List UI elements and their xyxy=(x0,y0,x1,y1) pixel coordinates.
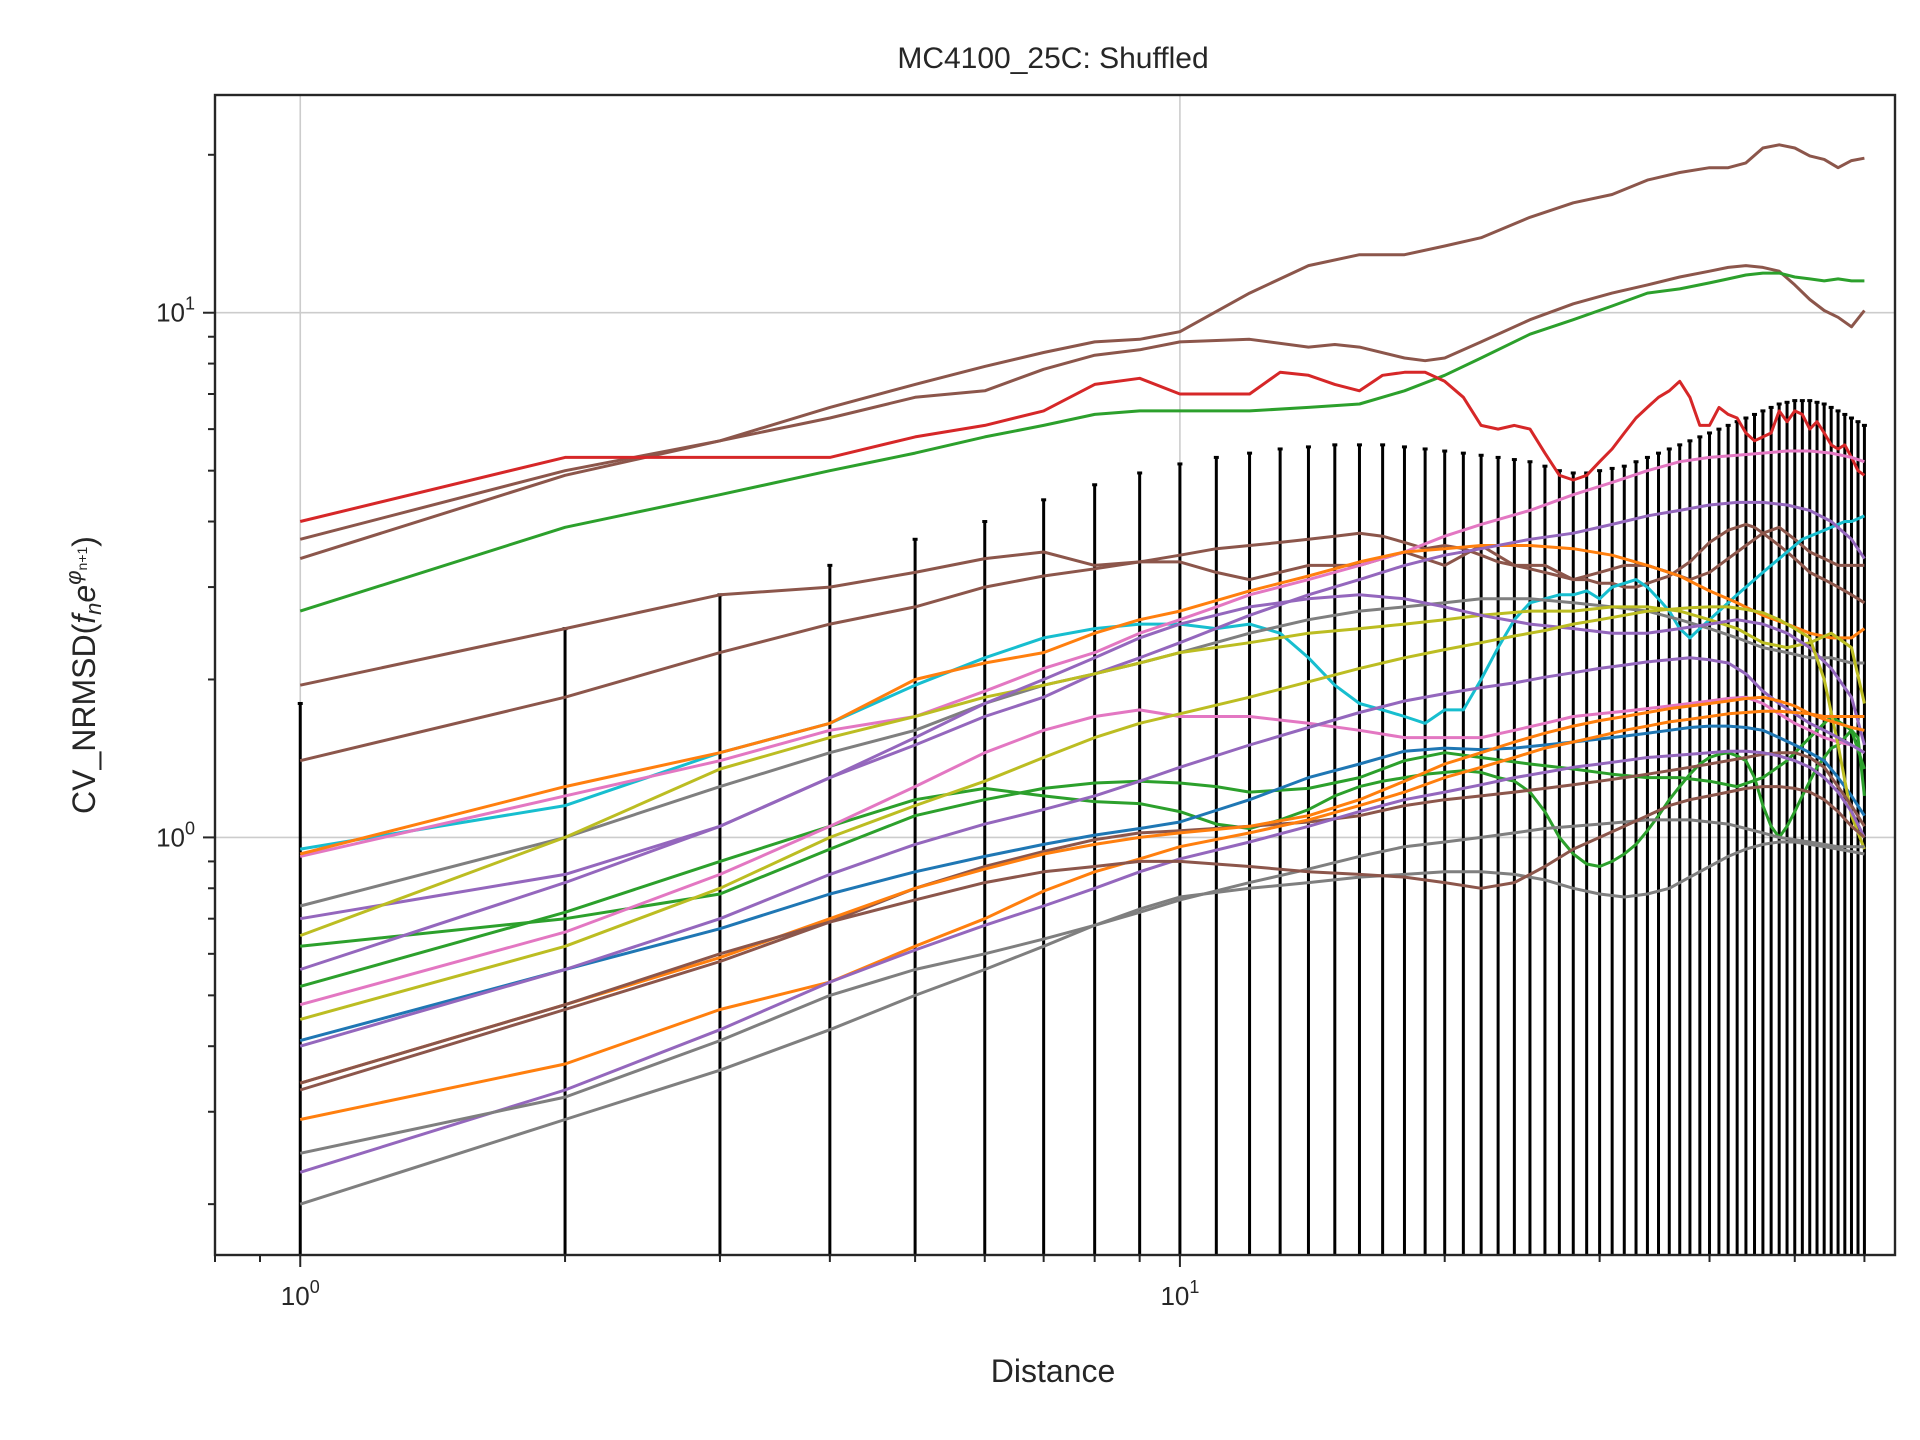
series-line-23 xyxy=(299,749,1866,1174)
series-line-19 xyxy=(299,656,1866,1048)
y-axis-label-prefix: CV_NRMSD( xyxy=(66,623,102,814)
series-line-21 xyxy=(299,695,1865,1085)
chart-title: MC4100_25C: Shuffled xyxy=(897,42,1208,75)
series-line-6 xyxy=(299,522,1866,763)
y-axis-label-suffix: ) xyxy=(66,536,102,547)
series-line-26 xyxy=(299,785,1866,1085)
series-line-11 xyxy=(299,500,1866,921)
y-tick-label-exponent: 0 xyxy=(185,818,195,838)
series-line-13 xyxy=(300,715,1866,948)
series-line-1 xyxy=(299,143,1865,561)
plot-frame xyxy=(213,93,1897,1257)
series-line-5 xyxy=(299,525,1865,687)
series-line-25 xyxy=(299,840,1865,1206)
x-tick-label: 101 xyxy=(1160,1277,1199,1311)
series-line-16 xyxy=(299,695,1866,1007)
y-tick-label-base: 10 xyxy=(156,822,185,852)
y-tick-label: 101 xyxy=(156,294,195,328)
y-axis-label-sub: n+1 xyxy=(74,546,90,570)
x-axis-label: Distance xyxy=(991,1353,1116,1389)
y-tick-label-exponent: 1 xyxy=(185,294,195,314)
error-bar-layer xyxy=(297,399,1867,1255)
series-line-3 xyxy=(299,271,1865,613)
series-line-9 xyxy=(299,544,1866,856)
y-axis-label-n: n xyxy=(81,603,106,615)
y-tick-label-base: 10 xyxy=(156,298,185,328)
y-axis-label: CV_NRMSD(fneφn+1) xyxy=(61,536,106,814)
y-tick-label: 100 xyxy=(156,818,195,852)
series-line-12 xyxy=(299,605,1866,938)
series-line-2 xyxy=(299,264,1866,541)
series-layer xyxy=(299,143,1866,1206)
x-tick-label-exponent: 1 xyxy=(1189,1277,1199,1297)
y-axis-label-e: e xyxy=(66,585,102,603)
series-line-7 xyxy=(299,514,1866,851)
series-line-8 xyxy=(299,449,1865,858)
series-line-4 xyxy=(299,370,1866,523)
series-line-20 xyxy=(299,751,1866,1092)
x-tick-label-base: 10 xyxy=(1160,1281,1189,1311)
series-line-17 xyxy=(299,724,1866,1043)
x-tick-label: 100 xyxy=(281,1277,320,1311)
series-line-10 xyxy=(299,597,1865,908)
series-line-14 xyxy=(299,593,1866,971)
y-axis-label-phi: φ xyxy=(61,570,86,584)
series-line-24 xyxy=(299,818,1865,1155)
series-line-15 xyxy=(299,728,1866,988)
series-line-18 xyxy=(299,605,1866,1021)
x-tick-label-exponent: 0 xyxy=(310,1277,320,1297)
x-tick-label-base: 10 xyxy=(281,1281,310,1311)
series-line-22 xyxy=(299,709,1865,1121)
